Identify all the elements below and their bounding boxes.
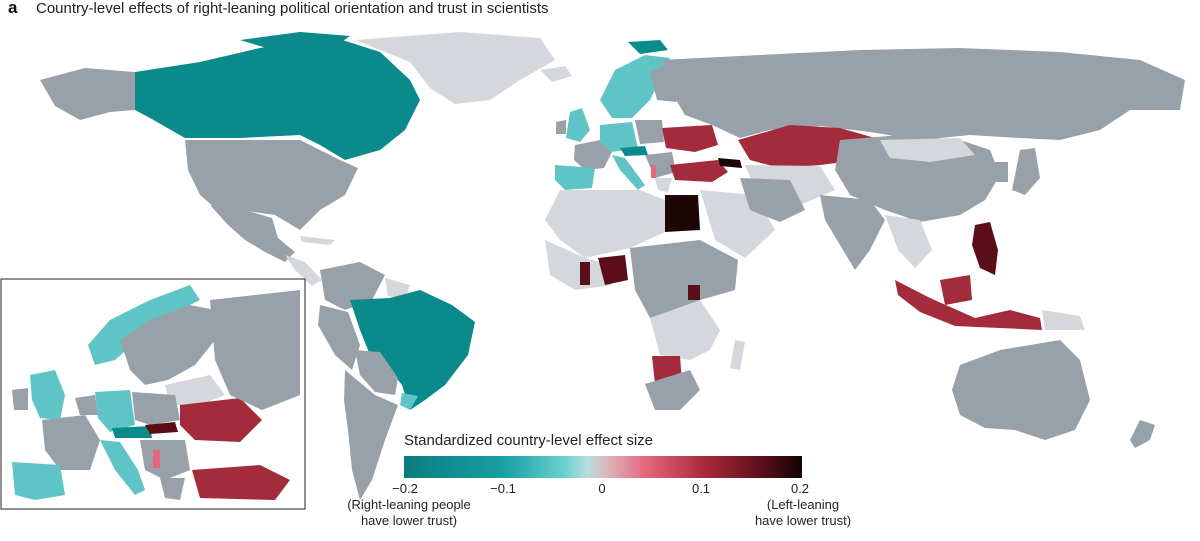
panel-label: a bbox=[8, 0, 18, 17]
country-philippines bbox=[972, 222, 998, 275]
country-turkey bbox=[670, 160, 728, 182]
country-korea bbox=[995, 162, 1008, 182]
country-usa-alaska bbox=[40, 68, 135, 120]
country-albania bbox=[651, 165, 656, 178]
country-uganda bbox=[688, 285, 700, 300]
region-indochina bbox=[885, 215, 932, 268]
country-peru bbox=[318, 305, 360, 370]
country-argentina-chile bbox=[344, 370, 398, 500]
region-west-africa bbox=[545, 240, 612, 290]
inset-greece bbox=[160, 478, 185, 500]
figure-title: Country-level effects of right-leaning p… bbox=[36, 0, 549, 17]
country-germany bbox=[600, 122, 638, 152]
inset-germany bbox=[95, 390, 135, 432]
country-canada-islands bbox=[240, 32, 350, 52]
inset-ireland bbox=[12, 388, 28, 410]
country-ghana bbox=[580, 262, 590, 285]
country-indonesia bbox=[895, 280, 1042, 330]
country-cuba bbox=[300, 236, 335, 245]
country-bolivia-paraguay bbox=[355, 350, 398, 395]
country-venezuela-colombia bbox=[320, 262, 385, 310]
region-north-africa bbox=[545, 190, 665, 258]
legend-left-note: (Right-leaning people have lower trust) bbox=[334, 497, 484, 529]
europe-inset bbox=[12, 285, 300, 500]
inset-moldova bbox=[145, 422, 178, 434]
legend-right-note: (Left-leaning have lower trust) bbox=[738, 497, 868, 529]
inset-benelux bbox=[75, 395, 98, 415]
legend-right-note-line1: (Left-leaning bbox=[766, 497, 840, 512]
country-greenland bbox=[355, 32, 555, 104]
country-nigeria bbox=[598, 255, 628, 285]
country-uruguay bbox=[400, 393, 418, 410]
country-egypt bbox=[665, 195, 700, 232]
region-central-africa bbox=[630, 240, 738, 320]
country-greece bbox=[655, 178, 672, 192]
country-madagascar bbox=[730, 340, 745, 370]
inset-italy bbox=[100, 440, 145, 495]
country-mongolia bbox=[880, 138, 975, 162]
country-ireland bbox=[556, 120, 566, 134]
country-papua bbox=[1042, 310, 1085, 330]
country-norway-sweden bbox=[600, 55, 670, 118]
country-france bbox=[574, 140, 612, 170]
legend-left-note-line1: (Right-leaning people bbox=[347, 497, 471, 512]
inset-ukraine bbox=[180, 398, 262, 442]
country-usa bbox=[185, 140, 358, 230]
country-india bbox=[820, 195, 885, 270]
inset-austria-hungary bbox=[112, 426, 152, 438]
inset-balkans bbox=[140, 440, 190, 480]
country-south-africa bbox=[645, 370, 700, 410]
country-russia bbox=[660, 48, 1185, 140]
legend-title: Standardized country-level effect size bbox=[404, 432, 654, 449]
country-svalbard bbox=[628, 40, 668, 54]
legend-right-note-line2: have lower trust) bbox=[754, 513, 852, 528]
legend-tick-0.1: 0.1 bbox=[691, 481, 711, 496]
region-central-america bbox=[285, 255, 322, 286]
country-malaysia bbox=[940, 275, 972, 305]
europe-inset-frame bbox=[0, 278, 306, 510]
legend-left-note-line2: have lower trust) bbox=[360, 513, 458, 528]
legend-tick-0: 0 bbox=[598, 481, 606, 496]
inset-poland-czech bbox=[132, 392, 180, 425]
legend-tick-0.2: 0.2 bbox=[790, 481, 810, 496]
legend-tick-neg-0.1: −0.1 bbox=[490, 481, 516, 496]
country-japan bbox=[1012, 148, 1040, 195]
legend-tick-neg-0.2: −0.2 bbox=[392, 481, 418, 496]
country-iceland bbox=[540, 66, 572, 82]
inset-sweden-finland bbox=[120, 305, 215, 385]
country-italy bbox=[612, 155, 645, 190]
inset-albania bbox=[153, 450, 160, 468]
legend-color-bar bbox=[404, 456, 802, 478]
inset-turkey bbox=[192, 465, 290, 500]
region-east-africa bbox=[650, 300, 720, 360]
country-spain bbox=[555, 165, 595, 190]
country-uk bbox=[566, 108, 590, 142]
inset-uk bbox=[30, 370, 65, 420]
inset-france bbox=[42, 415, 100, 470]
country-austria bbox=[620, 146, 648, 156]
inset-baltics-belarus bbox=[165, 375, 225, 405]
country-canada bbox=[135, 36, 420, 160]
country-ukraine bbox=[662, 125, 718, 152]
country-georgia bbox=[718, 158, 742, 168]
country-poland bbox=[635, 120, 664, 144]
inset-russia bbox=[210, 290, 300, 410]
country-australia bbox=[952, 340, 1090, 440]
country-mexico bbox=[210, 205, 295, 262]
country-new-zealand bbox=[1130, 420, 1155, 448]
country-brazil bbox=[350, 290, 475, 410]
country-iran bbox=[740, 178, 805, 222]
inset-spain-portugal bbox=[12, 462, 65, 500]
